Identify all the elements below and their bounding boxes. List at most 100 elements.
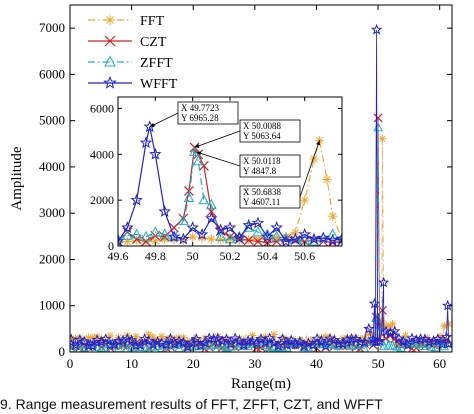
point-fft — [388, 319, 397, 328]
inset-point-fft — [322, 175, 332, 185]
point-wfft — [108, 338, 121, 350]
point-wfft — [427, 335, 440, 346]
inset-point-wfft — [139, 136, 153, 149]
inset-point-czt — [184, 186, 194, 196]
point-wfft — [70, 339, 82, 351]
point-zfft — [387, 340, 398, 350]
inset-point-wfft — [121, 221, 134, 233]
x-tick-label: 0 — [67, 356, 74, 371]
inset-y-tick-label: 4000 — [90, 147, 114, 161]
inset-point-fft — [122, 236, 132, 246]
inset-point-wfft — [307, 232, 321, 245]
inset-point-wfft — [251, 216, 265, 229]
inset-point-wfft — [167, 230, 181, 243]
inset-point-zfft — [252, 226, 264, 237]
point-wfft — [104, 339, 116, 350]
y-tick-label: 2000 — [39, 251, 65, 266]
inset-point-wfft — [223, 221, 237, 233]
point-wfft — [220, 333, 233, 344]
datatip-arrowhead — [194, 144, 200, 148]
point-wfft — [169, 338, 181, 350]
point-wfft — [302, 337, 315, 349]
inset-point-czt — [243, 235, 254, 246]
datatip-arrow — [299, 140, 320, 198]
legend-marker-fft — [105, 15, 115, 25]
point-wfft — [233, 334, 246, 346]
legend-label-fft: FFT — [140, 14, 165, 29]
point-wfft — [440, 331, 452, 342]
inset-point-wfft — [335, 232, 342, 245]
datatip-arrowhead — [149, 123, 155, 127]
inset-point-fft — [206, 234, 216, 244]
point-wfft — [341, 333, 353, 345]
datatip-arrow — [194, 130, 241, 148]
main-plot: 0 10 20 30 40 50 60 0 1000 2000 3000 4000 5000 6000 70… — [9, 4, 453, 392]
point-wfft — [401, 339, 414, 350]
datatip-x-label: X 50.0088 — [243, 121, 281, 131]
inset-point-czt — [337, 236, 342, 246]
x-tick-label: 10 — [125, 356, 138, 371]
inset-point-zfft — [131, 228, 142, 239]
inset-point-wfft — [177, 232, 190, 245]
inset-point-zfft — [150, 226, 161, 237]
x-tick-label: 40 — [310, 356, 323, 371]
point-wfft — [311, 332, 323, 344]
datatip-arrow — [196, 151, 241, 167]
point-zfft — [426, 341, 437, 351]
inset-point-wfft — [289, 232, 302, 245]
x-tick-label: 50 — [372, 356, 385, 371]
inset-point-zfft — [271, 230, 282, 241]
inset-y-tick-label: 2000 — [90, 193, 114, 207]
inset-x-tick-label: 50.2 — [220, 249, 241, 263]
point-wfft — [95, 336, 108, 347]
point-wfft — [298, 340, 310, 352]
point-wfft — [164, 332, 177, 344]
y-tick-label: 6000 — [39, 66, 65, 81]
inset-point-wfft — [158, 205, 171, 217]
legend-marker-czt — [104, 35, 116, 47]
inset-point-zfft — [159, 228, 170, 239]
datatip-x-label: X 50.0118 — [243, 156, 281, 166]
point-wfft — [307, 339, 319, 351]
point-wfft — [289, 338, 302, 350]
point-fft — [157, 332, 166, 341]
point-wfft — [229, 332, 241, 344]
point-wfft — [91, 334, 103, 345]
inset-point-czt — [122, 227, 133, 238]
inset-x-tick-label: 50.4 — [257, 249, 278, 263]
y-tick-label: 5000 — [39, 113, 65, 128]
point-wfft — [367, 333, 379, 345]
inset-series-group — [118, 120, 342, 246]
y-tick-label: 4000 — [39, 159, 65, 174]
inset-point-zfft — [192, 155, 204, 166]
point-wfft — [134, 339, 146, 351]
point-wfft — [216, 335, 228, 347]
inset-point-zfft — [189, 145, 200, 157]
datatip-arrowhead — [316, 140, 320, 146]
inset-point-fft — [290, 227, 300, 237]
inset-x-tick-label: 50 — [187, 249, 199, 263]
inset-x-tick-label: 49.6 — [108, 249, 129, 263]
inset-point-wfft — [317, 231, 330, 244]
inset-point-zfft — [327, 228, 338, 239]
point-wfft — [285, 334, 297, 346]
point-zfft — [392, 341, 402, 351]
point-wfft — [70, 333, 77, 345]
inset-point-czt — [169, 222, 179, 233]
point-fft — [144, 330, 153, 339]
point-zfft — [409, 338, 419, 348]
point-wfft — [315, 334, 328, 346]
point-wfft — [384, 326, 397, 338]
x-tick-label: 30 — [248, 356, 261, 371]
inset-point-wfft — [130, 193, 143, 206]
point-wfft — [194, 339, 207, 351]
main-series-group — [70, 23, 452, 352]
inset-point-wfft — [186, 221, 199, 233]
inset-point-czt — [253, 236, 263, 246]
y-tick-label: 0 — [59, 344, 66, 359]
point-wfft — [410, 333, 422, 345]
point-zfft — [413, 338, 424, 348]
